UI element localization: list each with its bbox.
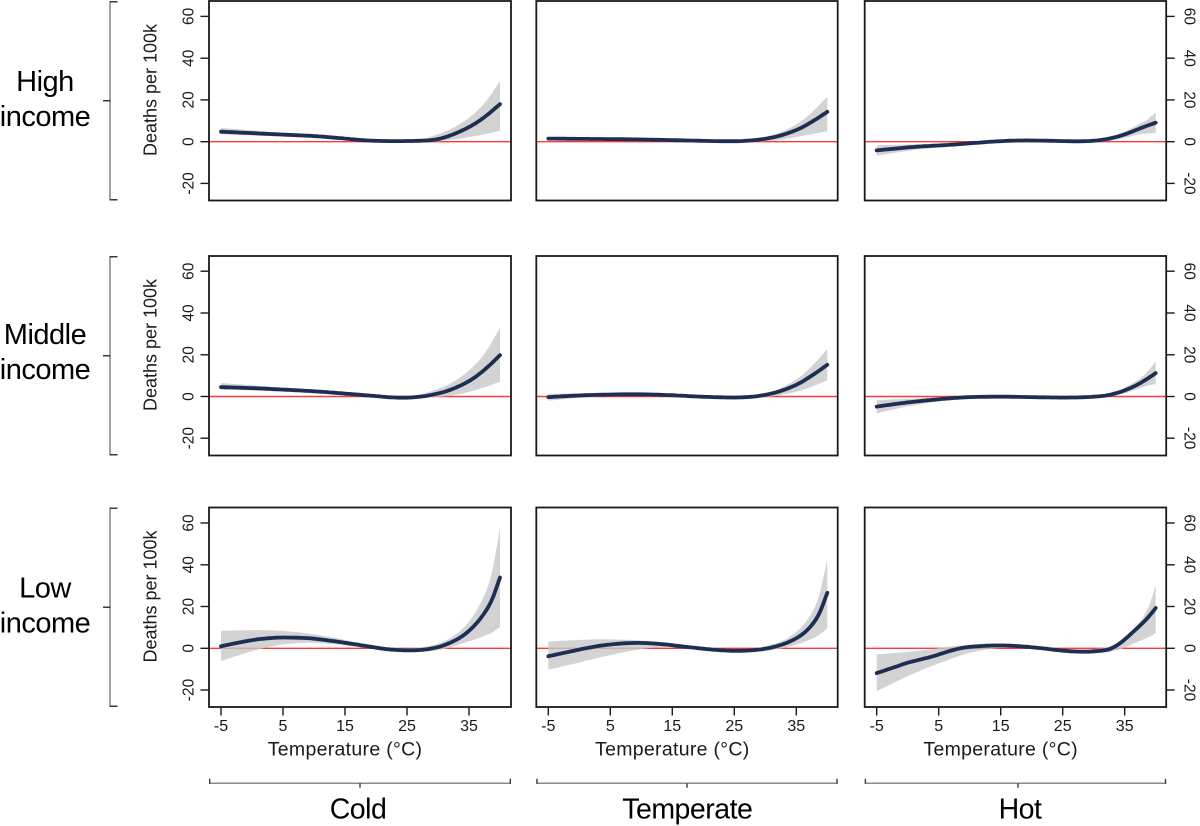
svg-text:20: 20 <box>181 91 198 109</box>
svg-text:35: 35 <box>460 718 478 735</box>
svg-text:15: 15 <box>663 718 681 735</box>
svg-text:40: 40 <box>181 49 198 67</box>
svg-text:Middle: Middle <box>4 319 86 351</box>
svg-text:-20: -20 <box>1181 679 1198 702</box>
svg-text:40: 40 <box>1181 50 1198 68</box>
svg-text:0: 0 <box>181 392 198 401</box>
svg-text:Cold: Cold <box>330 794 387 826</box>
svg-text:60: 60 <box>1181 263 1198 281</box>
svg-text:60: 60 <box>1181 514 1198 532</box>
svg-text:Low: Low <box>19 573 72 605</box>
svg-text:60: 60 <box>181 7 198 25</box>
svg-text:Temperate: Temperate <box>622 794 752 826</box>
svg-text:0: 0 <box>1181 137 1198 146</box>
svg-text:35: 35 <box>787 718 805 735</box>
svg-text:Temperature (°C): Temperature (°C) <box>595 739 750 761</box>
svg-text:60: 60 <box>1181 8 1198 26</box>
svg-text:income: income <box>0 354 90 386</box>
svg-text:0: 0 <box>1181 644 1198 653</box>
svg-text:-20: -20 <box>181 678 198 701</box>
svg-text:20: 20 <box>1181 91 1198 109</box>
svg-text:Deaths per 100k: Deaths per 100k <box>141 529 161 662</box>
svg-text:20: 20 <box>181 346 198 364</box>
svg-text:-5: -5 <box>214 718 228 735</box>
svg-text:Deaths per 100k: Deaths per 100k <box>141 23 161 156</box>
svg-text:25: 25 <box>1054 718 1072 735</box>
svg-text:-5: -5 <box>541 718 555 735</box>
svg-text:Temperature (°C): Temperature (°C) <box>268 739 423 761</box>
svg-text:-20: -20 <box>181 172 198 195</box>
svg-text:25: 25 <box>725 718 743 735</box>
svg-text:5: 5 <box>279 718 288 735</box>
svg-text:20: 20 <box>1181 598 1198 616</box>
svg-text:5: 5 <box>606 718 615 735</box>
svg-text:0: 0 <box>181 137 198 146</box>
svg-text:-5: -5 <box>870 718 884 735</box>
svg-text:High: High <box>16 66 74 98</box>
svg-text:40: 40 <box>181 556 198 574</box>
svg-text:35: 35 <box>1116 718 1134 735</box>
svg-text:0: 0 <box>181 644 198 653</box>
svg-text:Temperature (°C): Temperature (°C) <box>923 739 1078 761</box>
svg-text:40: 40 <box>1181 556 1198 574</box>
svg-text:Hot: Hot <box>999 794 1042 826</box>
svg-text:0: 0 <box>1181 392 1198 401</box>
svg-text:25: 25 <box>398 718 416 735</box>
svg-text:60: 60 <box>181 262 198 280</box>
svg-text:5: 5 <box>934 718 943 735</box>
svg-text:20: 20 <box>1181 346 1198 364</box>
svg-text:40: 40 <box>181 304 198 322</box>
svg-text:40: 40 <box>1181 304 1198 322</box>
svg-text:60: 60 <box>181 514 198 532</box>
svg-text:15: 15 <box>992 718 1010 735</box>
svg-text:income: income <box>0 608 90 640</box>
svg-text:Deaths per 100k: Deaths per 100k <box>141 278 161 411</box>
svg-text:15: 15 <box>336 718 354 735</box>
svg-text:-20: -20 <box>1181 427 1198 450</box>
svg-text:-20: -20 <box>181 427 198 450</box>
svg-text:20: 20 <box>181 598 198 616</box>
svg-text:income: income <box>0 101 90 133</box>
svg-text:-20: -20 <box>1181 172 1198 195</box>
